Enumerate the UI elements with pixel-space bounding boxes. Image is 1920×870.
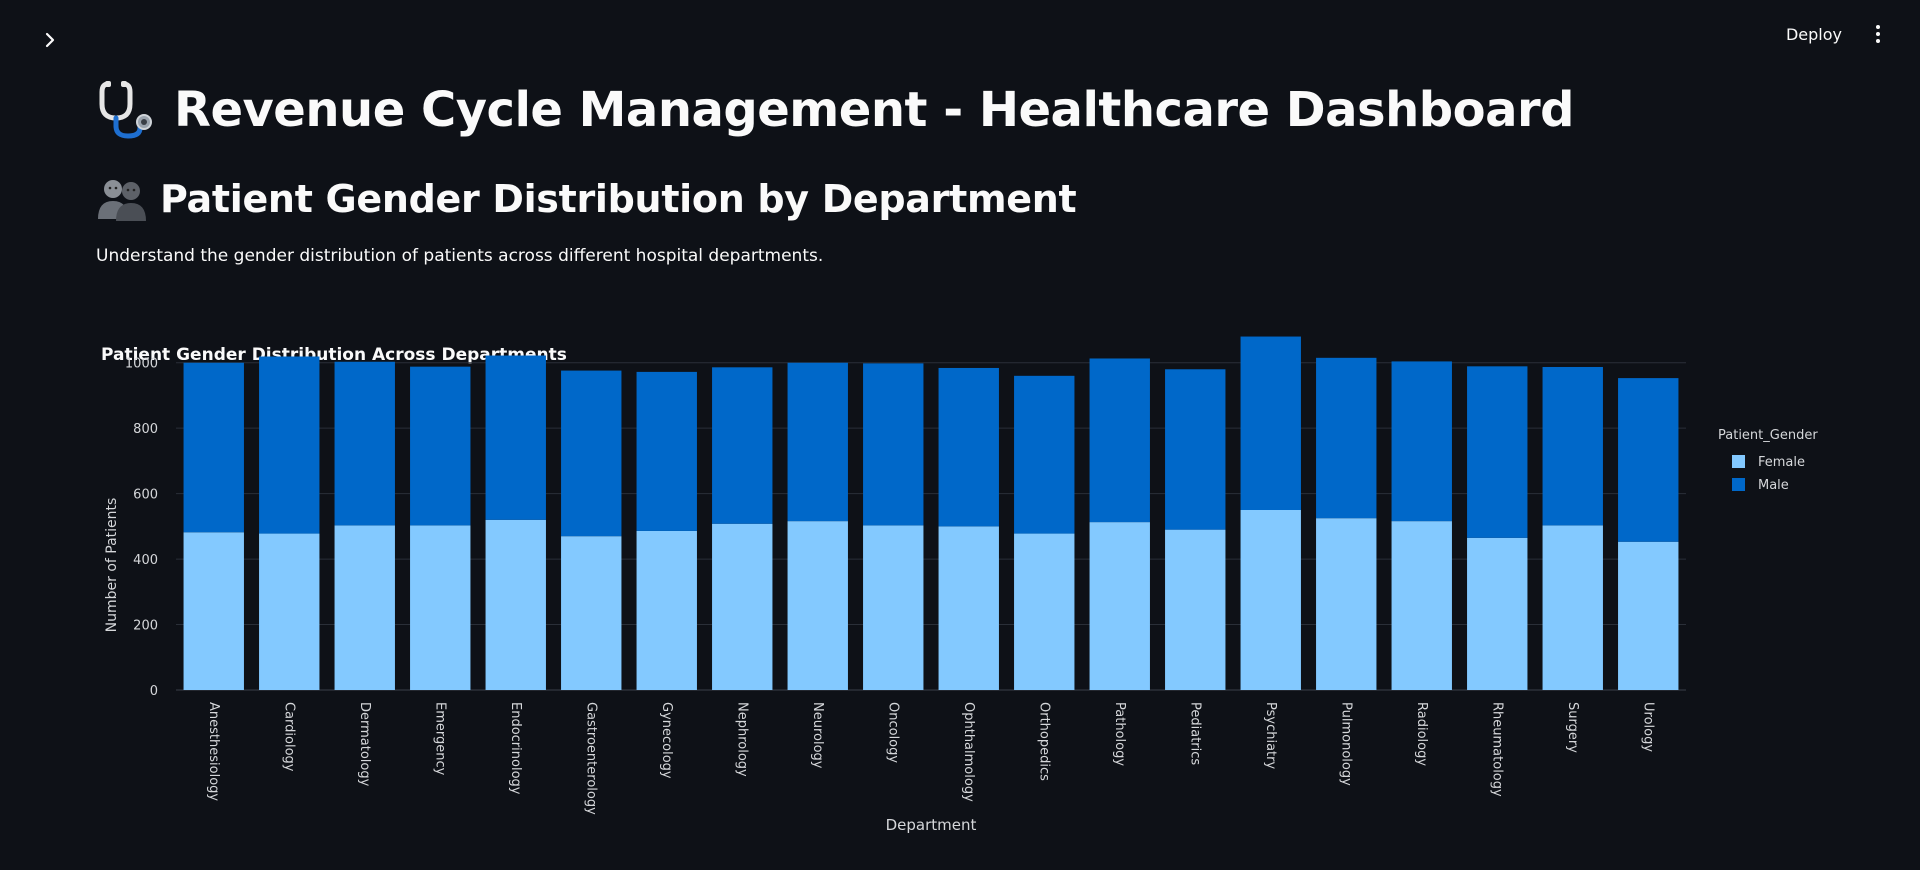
- legend-title: Patient_Gender: [1718, 428, 1818, 443]
- vertical-dots-icon: [1876, 25, 1880, 29]
- x-tick-label: Gastroenterology: [583, 702, 598, 815]
- bar-male: [1089, 358, 1150, 523]
- bar-female: [183, 532, 244, 690]
- x-tick-label: Psychiatry: [1263, 702, 1278, 769]
- bar-male: [636, 371, 697, 531]
- section-description: Understand the gender distribution of pa…: [96, 246, 824, 266]
- y-tick-label: 600: [133, 488, 158, 503]
- bar-male: [183, 362, 244, 533]
- chart-svg: Patient Gender Distribution Across Depar…: [101, 336, 1818, 834]
- bar-male: [334, 361, 395, 526]
- x-tick-label: Endocrinology: [508, 702, 523, 795]
- x-tick-label: Gynecology: [659, 702, 674, 779]
- bar-male: [259, 356, 320, 534]
- x-tick-label: Urology: [1640, 702, 1655, 752]
- x-tick-label: Ophthalmology: [961, 702, 976, 802]
- bar-female: [1316, 518, 1377, 690]
- bar-female: [259, 533, 320, 690]
- x-tick-label: Neurology: [810, 702, 825, 769]
- bar-female: [410, 525, 471, 690]
- legend-swatch-male: [1732, 478, 1745, 491]
- legend-label-male: Male: [1758, 478, 1789, 493]
- chevron-right-icon: [45, 32, 55, 48]
- x-tick-label: Oncology: [885, 702, 900, 763]
- x-tick-label: Surgery: [1565, 702, 1580, 753]
- x-tick-label: Pediatrics: [1187, 702, 1202, 765]
- bar-male: [1391, 361, 1452, 522]
- bar-female: [1391, 521, 1452, 690]
- x-tick-label: Anesthesiology: [206, 702, 221, 801]
- gender-distribution-chart[interactable]: Patient Gender Distribution Across Depar…: [96, 330, 1896, 865]
- section-header-row: Patient Gender Distribution by Departmen…: [96, 164, 1856, 234]
- bar-female: [1467, 537, 1528, 690]
- x-tick-label: Dermatology: [357, 702, 372, 787]
- bar-male: [1316, 357, 1377, 519]
- x-axis-label: Department: [886, 816, 977, 834]
- bar-female: [787, 521, 848, 690]
- bar-male: [1542, 366, 1603, 526]
- main-menu-button[interactable]: [1868, 22, 1888, 46]
- bar-female: [1089, 522, 1150, 690]
- y-tick-label: 200: [133, 619, 158, 634]
- main-content: Revenue Cycle Management - Healthcare Da…: [96, 70, 1856, 266]
- page-title-row: Revenue Cycle Management - Healthcare Da…: [96, 70, 1856, 150]
- bar-female: [636, 530, 697, 690]
- bar-male: [787, 362, 848, 522]
- bar-female: [712, 523, 773, 690]
- x-tick-label: Nephrology: [734, 702, 749, 777]
- y-axis-label: Number of Patients: [104, 498, 120, 633]
- x-tick-label: Pulmonology: [1338, 702, 1353, 786]
- stethoscope-icon: [99, 81, 152, 139]
- bar-female: [1165, 529, 1226, 690]
- x-tick-label: Cardiology: [281, 702, 296, 772]
- page-title: Revenue Cycle Management - Healthcare Da…: [174, 82, 1575, 138]
- x-tick-label: Emergency: [432, 702, 447, 776]
- bar-female: [1014, 533, 1075, 690]
- bar-male: [1165, 369, 1226, 530]
- bar-male: [712, 367, 773, 524]
- bar-female: [485, 519, 546, 690]
- bar-male: [863, 363, 924, 526]
- bar-male: [938, 367, 999, 527]
- bar-female: [938, 526, 999, 690]
- bar-male: [1467, 366, 1528, 538]
- y-tick-label: 400: [133, 553, 158, 568]
- deploy-button[interactable]: Deploy: [1785, 24, 1842, 44]
- bar-male: [485, 355, 546, 520]
- bar-female: [561, 536, 622, 690]
- bar-male: [410, 366, 471, 526]
- x-tick-label: Orthopedics: [1036, 702, 1051, 781]
- bar-female: [1618, 541, 1679, 690]
- x-tick-label: Rheumatology: [1489, 702, 1504, 797]
- top-toolbar: Deploy: [1786, 22, 1888, 46]
- x-tick-label: Pathology: [1112, 702, 1127, 766]
- sidebar-toggle-button[interactable]: [36, 26, 64, 54]
- bar-female: [1240, 510, 1301, 690]
- bar-female: [334, 525, 395, 690]
- legend-swatch-female: [1732, 455, 1745, 468]
- bar-male: [561, 370, 622, 537]
- y-tick-label: 1000: [125, 357, 158, 372]
- bar-female: [863, 525, 924, 690]
- bar-male: [1618, 378, 1679, 542]
- chart-title: Patient Gender Distribution Across Depar…: [101, 345, 567, 365]
- legend-label-female: Female: [1758, 455, 1805, 470]
- people-icon: [98, 180, 146, 221]
- x-tick-label: Radiology: [1414, 702, 1429, 766]
- y-tick-label: 0: [150, 684, 158, 699]
- bar-male: [1014, 375, 1075, 534]
- bar-male: [1240, 336, 1301, 510]
- section-title: Patient Gender Distribution by Departmen…: [160, 177, 1077, 221]
- y-tick-label: 800: [133, 422, 158, 437]
- bar-female: [1542, 525, 1603, 690]
